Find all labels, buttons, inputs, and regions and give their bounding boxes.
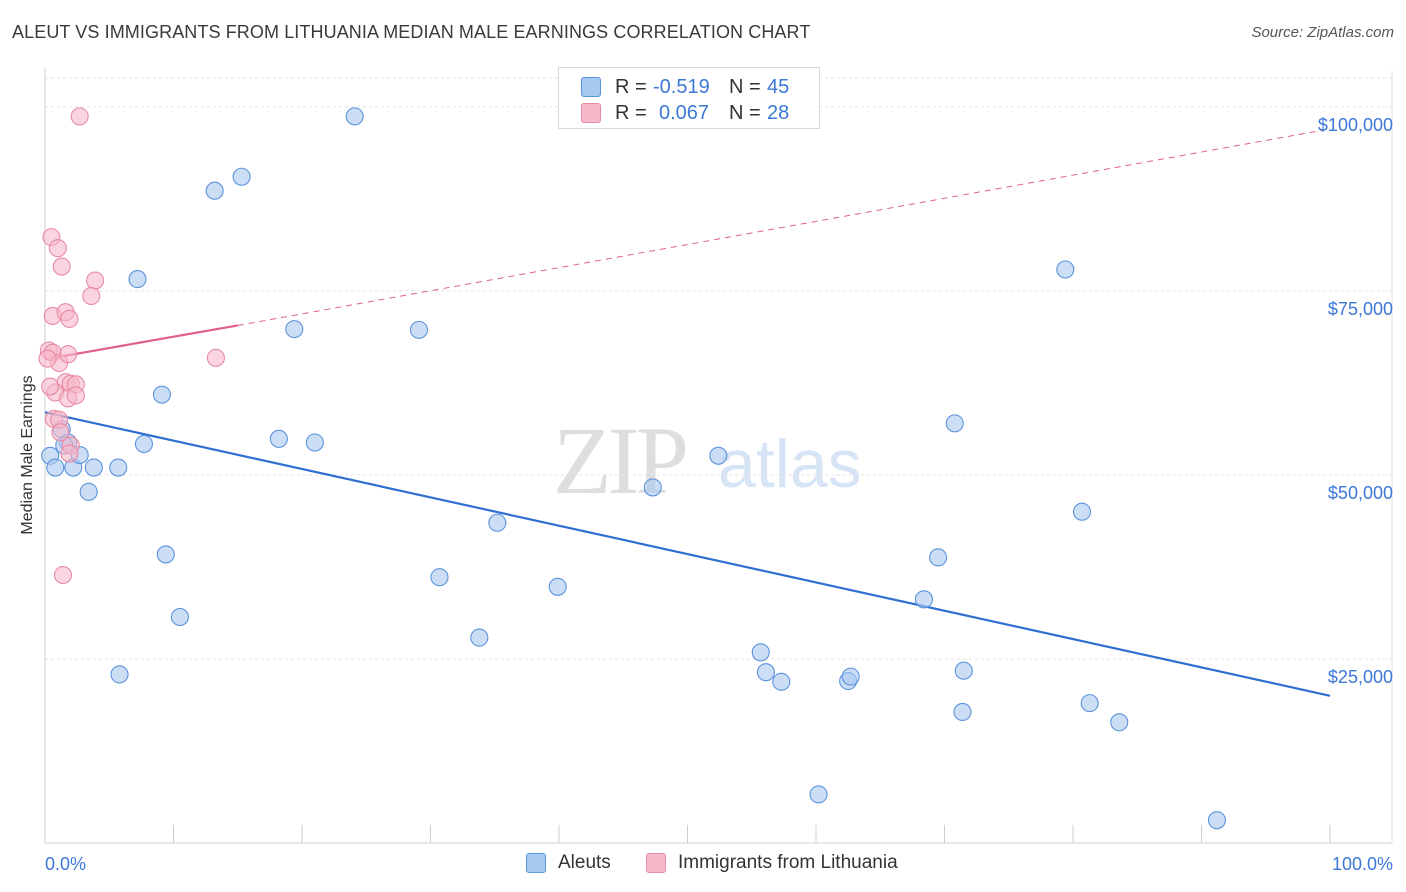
legend-item-lith[interactable]: Immigrants from Lithuania — [646, 852, 898, 874]
stats-swatch-aleut — [581, 77, 601, 97]
aleut-point — [841, 667, 860, 686]
legend-item-aleut[interactable]: Aleuts — [526, 852, 611, 874]
aleut-point — [488, 513, 507, 532]
aleut-point — [79, 482, 98, 501]
lith-point — [70, 107, 89, 126]
aleut-point — [232, 167, 251, 186]
stats-n-value: 45 — [767, 75, 790, 98]
aleut-point — [409, 320, 428, 339]
aleut-point — [953, 702, 972, 722]
stats-n-label: N = — [729, 75, 761, 98]
lith-point — [51, 423, 70, 442]
legend: Aleuts Immigrants from Lithuania — [0, 852, 1406, 878]
aleut-point — [205, 181, 224, 200]
aleut-point — [46, 458, 65, 477]
aleut-point — [1080, 694, 1099, 713]
aleut-point — [751, 643, 770, 662]
stats-box: R = -0.519 N = 45 R = 0.067 N = 28 — [558, 67, 820, 129]
aleut-point — [305, 433, 324, 452]
trendline-lith-projection — [237, 128, 1331, 326]
y-tick-label: $25,000 — [1328, 667, 1393, 687]
x-tick-label-max: 100.0% — [1332, 854, 1393, 874]
x-tick-label-min: 0.0% — [45, 854, 86, 874]
aleut-point — [1072, 502, 1092, 521]
aleut-point — [945, 414, 964, 433]
tick-labels: $25,000 $50,000 $75,000 $100,000 0.0% 100.0% — [45, 115, 1393, 874]
stats-n-value: 28 — [767, 101, 790, 124]
lith-point — [59, 345, 78, 364]
data-points — [38, 107, 1226, 830]
aleut-point — [156, 545, 175, 564]
stats-row-aleut: R = -0.519 N = 45 — [581, 74, 789, 100]
aleut-point — [1056, 260, 1075, 279]
lith-point — [82, 286, 101, 306]
aleut-point — [548, 577, 567, 596]
aleut-point — [345, 107, 364, 126]
aleut-point — [470, 628, 489, 647]
trendlines — [44, 128, 1331, 697]
stats-r-label: R = — [615, 101, 647, 124]
lith-point — [52, 257, 71, 276]
lith-point — [41, 377, 60, 396]
aleut-point — [84, 458, 103, 477]
aleut-point — [134, 434, 153, 454]
legend-label-aleut: Aleuts — [558, 852, 611, 873]
aleut-point — [756, 663, 775, 682]
legend-label-lith: Immigrants from Lithuania — [678, 852, 898, 873]
aleut-point — [152, 385, 171, 404]
lith-point — [60, 309, 79, 328]
lith-point — [60, 444, 79, 463]
aleut-point — [109, 458, 128, 477]
lith-point — [206, 348, 225, 367]
aleut-point — [128, 270, 147, 289]
lith-point — [38, 349, 57, 368]
aleut-point — [430, 568, 449, 587]
aleut-point — [285, 320, 304, 339]
aleut-point — [709, 446, 728, 465]
aleut-point — [269, 429, 288, 448]
aleut-point — [809, 785, 828, 804]
stats-n-label: N = — [729, 101, 761, 124]
stats-r-value: -0.519 — [653, 75, 710, 98]
aleut-point — [954, 661, 973, 680]
stats-swatch-lith — [581, 103, 601, 123]
aleut-point — [914, 590, 933, 609]
aleut-point — [1207, 811, 1226, 830]
lith-point — [86, 271, 105, 290]
stats-r-value: 0.067 — [659, 101, 710, 124]
y-tick-label: $100,000 — [1318, 115, 1393, 135]
aleut-point — [110, 665, 129, 684]
aleut-point — [772, 672, 791, 691]
y-tick-label: $50,000 — [1328, 483, 1393, 503]
y-tick-label: $75,000 — [1328, 299, 1393, 319]
legend-swatch-lith — [646, 853, 666, 873]
stats-r-label: R = — [615, 75, 647, 98]
trendline-aleut — [44, 411, 1331, 697]
lith-point — [53, 565, 73, 585]
lith-point — [48, 239, 67, 258]
legend-swatch-aleut — [526, 853, 546, 873]
aleut-point — [929, 548, 948, 567]
aleut-point — [643, 478, 662, 497]
stats-row-lith: R = 0.067 N = 28 — [581, 100, 789, 126]
chart-source: Source: ZipAtlas.com — [1251, 24, 1394, 41]
aleut-point — [1110, 713, 1129, 732]
lith-point — [66, 386, 85, 405]
aleut-point — [170, 607, 189, 627]
chart-title: ALEUT VS IMMIGRANTS FROM LITHUANIA MEDIA… — [12, 22, 811, 42]
